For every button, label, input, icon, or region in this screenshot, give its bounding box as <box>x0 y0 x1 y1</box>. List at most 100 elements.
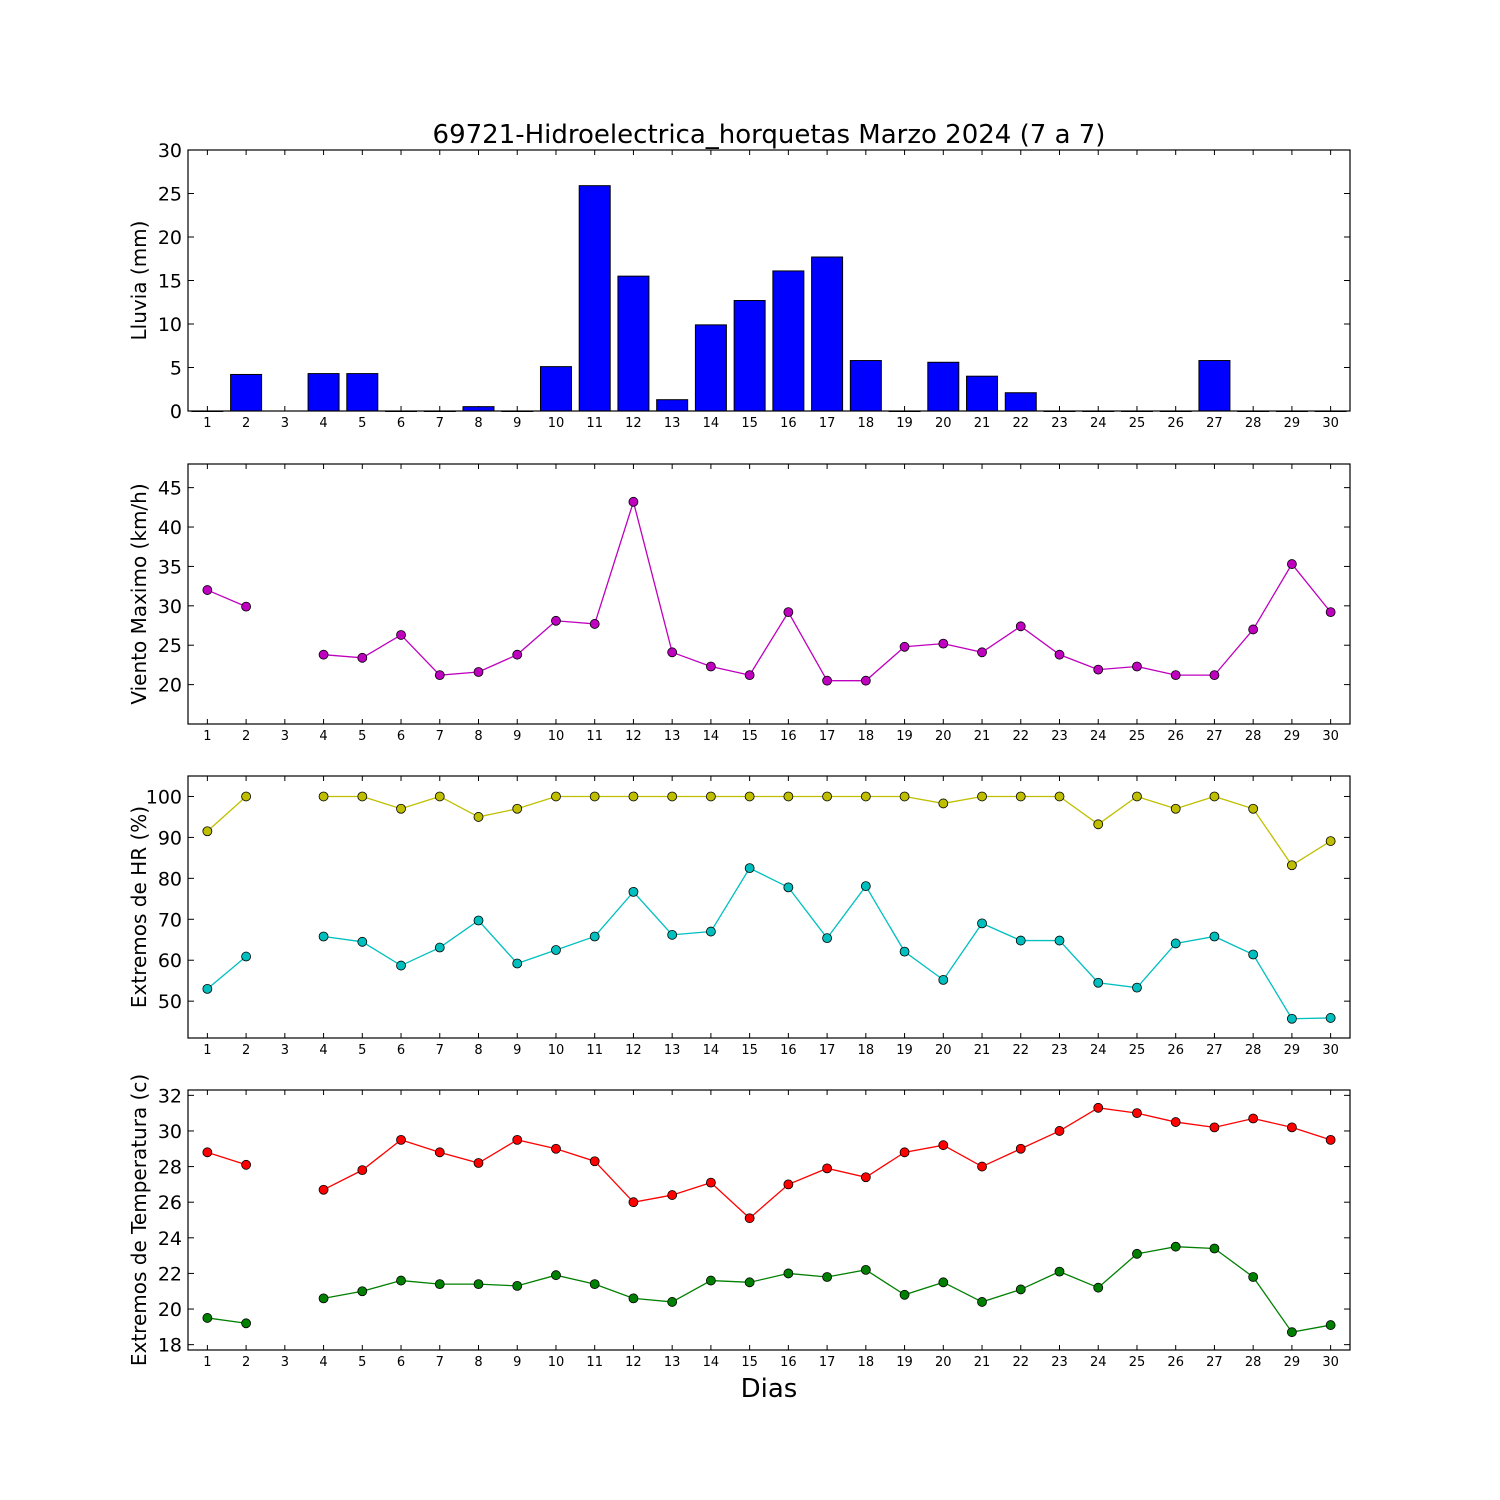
y-tick-label: 35 <box>158 556 182 578</box>
y-tick-label: 26 <box>158 1192 182 1214</box>
series-line <box>206 795 247 832</box>
x-tick-label: 25 <box>1129 1043 1146 1058</box>
x-tick-label: 5 <box>358 1043 366 1058</box>
data-point <box>1093 1282 1104 1293</box>
y-tick-label: 18 <box>158 1335 182 1357</box>
data-point <box>977 791 987 802</box>
data-point <box>357 791 368 802</box>
bar <box>656 399 689 412</box>
data-point <box>783 1179 794 1190</box>
data-point <box>783 791 794 802</box>
x-tick-label: 7 <box>436 729 444 744</box>
x-tick-label: 1 <box>203 416 211 431</box>
data-point <box>744 1277 755 1288</box>
data-point <box>783 882 794 893</box>
data-point <box>860 791 871 802</box>
x-tick-label: 3 <box>281 1355 289 1370</box>
x-tick-label: 13 <box>664 416 681 431</box>
data-point <box>318 791 329 802</box>
x-tick-label: 4 <box>319 729 327 744</box>
data-point <box>357 652 368 663</box>
data-point <box>396 630 406 640</box>
x-tick-label: 26 <box>1167 729 1184 744</box>
data-point <box>1054 935 1065 946</box>
y-tick-label: 25 <box>158 184 182 206</box>
data-point <box>1170 1117 1181 1127</box>
x-tick-label: 5 <box>358 729 366 744</box>
y-tick-label: 10 <box>158 314 182 336</box>
data-point <box>551 1143 561 1154</box>
y-tick-label: 45 <box>158 478 182 500</box>
data-point <box>783 607 794 618</box>
series-line <box>323 1246 1331 1333</box>
bar <box>578 185 611 412</box>
x-tick-label: 24 <box>1090 729 1107 744</box>
data-point <box>357 1286 368 1297</box>
x-tick-label: 27 <box>1206 416 1223 431</box>
x-tick-label: 15 <box>741 729 758 744</box>
data-point <box>628 496 639 507</box>
series-2 <box>202 863 1336 1024</box>
data-point <box>1015 1143 1026 1154</box>
data-point <box>202 826 213 837</box>
data-point <box>977 918 987 929</box>
x-tick-label: 15 <box>741 416 758 431</box>
data-point <box>1054 649 1065 660</box>
y-tick-label: 20 <box>158 1299 182 1321</box>
series-1 <box>202 791 1336 871</box>
data-point <box>396 960 406 971</box>
data-point <box>1054 1266 1065 1277</box>
series-2 <box>202 1241 1336 1338</box>
x-tick-label: 30 <box>1322 1355 1339 1370</box>
data-point <box>1209 670 1220 681</box>
data-point <box>589 1279 600 1290</box>
y-tick-label: 60 <box>158 950 182 972</box>
data-point <box>1209 1122 1220 1133</box>
data-point <box>551 1270 561 1281</box>
data-point <box>202 585 213 595</box>
data-point <box>1015 935 1026 946</box>
data-point <box>667 1297 678 1307</box>
x-tick-label: 18 <box>858 1355 875 1370</box>
data-point <box>318 931 329 942</box>
data-point <box>822 1163 832 1174</box>
y-axis-label: Extremos de Temperatura (c) <box>127 1074 151 1366</box>
x-tick-label: 21 <box>974 729 991 744</box>
x-tick-label: 2 <box>242 729 250 744</box>
bar <box>346 373 379 412</box>
data-point <box>1132 1248 1142 1259</box>
x-tick-label: 8 <box>474 416 482 431</box>
x-tick-label: 28 <box>1245 1355 1262 1370</box>
data-point <box>1325 1134 1336 1145</box>
data-point <box>899 791 910 802</box>
x-tick-label: 1 <box>203 729 211 744</box>
x-tick-label: 6 <box>397 416 405 431</box>
x-tick-label: 30 <box>1322 416 1339 431</box>
x-tick-label: 12 <box>625 729 642 744</box>
x-tick-label: 2 <box>242 416 250 431</box>
data-point <box>1325 836 1336 846</box>
x-tick-label: 3 <box>281 729 289 744</box>
x-tick-label: 4 <box>319 1043 327 1058</box>
x-tick-label: 25 <box>1129 1355 1146 1370</box>
data-point <box>1287 559 1297 569</box>
y-tick-label: 50 <box>158 991 182 1013</box>
x-tick-label: 29 <box>1284 416 1301 431</box>
series-line <box>323 499 1332 682</box>
data-point <box>1248 1113 1259 1124</box>
x-tick-label: 2 <box>242 1043 250 1058</box>
data-point <box>977 1161 987 1172</box>
bar <box>539 366 572 412</box>
x-tick-label: 23 <box>1051 1043 1068 1058</box>
x-tick-label: 11 <box>586 729 603 744</box>
data-point <box>938 1277 949 1288</box>
series-line <box>207 1317 247 1324</box>
data-point <box>1287 860 1297 871</box>
y-tick-label: 22 <box>158 1263 182 1285</box>
data-point <box>860 675 871 686</box>
data-point <box>860 1264 871 1275</box>
x-tick-label: 11 <box>586 1355 603 1370</box>
y-tick-label: 40 <box>158 517 182 539</box>
data-point <box>512 958 523 969</box>
